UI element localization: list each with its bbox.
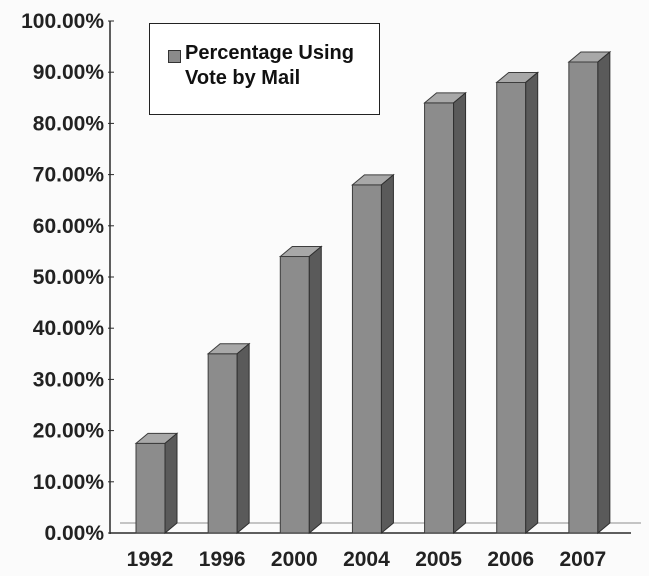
x-tick-label: 2004	[343, 548, 390, 571]
y-tick-label: 10.00%	[33, 471, 105, 494]
legend: Percentage Using Vote by Mail	[149, 23, 380, 115]
bar-1996	[207, 353, 238, 534]
x-tick-label: 2005	[415, 548, 462, 571]
y-axis-ticks: 0.00% 10.00% 20.00% 30.00% 40.00% 50.00% 60.00…	[21, 10, 114, 545]
y-tick-label: 40.00%	[33, 317, 105, 340]
x-tick-label: 1992	[127, 548, 174, 571]
y-tick-label: 100.00%	[21, 10, 104, 33]
legend-swatch	[168, 50, 181, 63]
y-tick-label: 90.00%	[33, 61, 105, 84]
bar-side-2006	[525, 71, 539, 535]
y-tick-label: 60.00%	[33, 215, 105, 238]
y-tick-label: 80.00%	[33, 112, 105, 135]
legend-line-1: Percentage Using	[185, 42, 354, 64]
bar-2005	[424, 102, 455, 534]
bar-side-2005	[453, 91, 467, 535]
bar-side-2004	[380, 173, 394, 535]
bar-side-2000	[308, 245, 322, 535]
x-tick-label: 1996	[199, 548, 246, 571]
y-tick-label: 0.00%	[44, 522, 104, 545]
bar-2004	[351, 184, 382, 534]
bar-side-2007	[597, 50, 611, 535]
y-tick-label: 50.00%	[33, 266, 105, 289]
y-tick-label: 70.00%	[33, 164, 105, 187]
x-tick-label: 2000	[271, 548, 318, 571]
bar-2006	[496, 81, 527, 534]
x-tick-label: 2007	[559, 548, 606, 571]
bar-1992	[135, 442, 166, 534]
bar-side-1992	[164, 432, 178, 535]
y-tick-label: 20.00%	[33, 420, 105, 443]
legend-label: Percentage Using Vote by Mail	[185, 41, 375, 91]
x-axis-labels: 1992 1996 2000 2004 2005 2006 2007	[127, 548, 607, 571]
bar-2000	[279, 256, 310, 534]
legend-line-2: Vote by Mail	[185, 67, 301, 89]
bars	[134, 50, 612, 535]
bar-2007	[568, 61, 599, 534]
x-tick-label: 2006	[487, 548, 534, 571]
bar-side-1996	[236, 342, 250, 535]
y-tick-label: 30.00%	[33, 368, 105, 391]
